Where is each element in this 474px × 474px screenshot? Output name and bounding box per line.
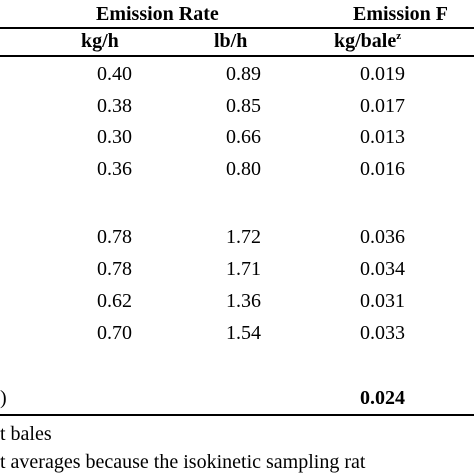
cell-kgbale: 0.019 bbox=[360, 63, 405, 85]
header-emission-factor: Emission F bbox=[353, 3, 449, 25]
footnote-1: t bales bbox=[0, 423, 52, 445]
cell-kgh: 0.30 bbox=[97, 126, 132, 148]
cell-kgbale: 0.013 bbox=[360, 126, 405, 148]
cell-kgh: 0.78 bbox=[97, 258, 132, 280]
cell-lbh: 0.85 bbox=[226, 95, 261, 117]
cell-lbh: 0.80 bbox=[226, 158, 261, 180]
unit-kg-per-bale: kg/balez bbox=[334, 30, 402, 52]
unit-kg-per-hour: kg/h bbox=[81, 30, 119, 52]
cell-kgh: 0.38 bbox=[97, 95, 132, 117]
header-emission-rate: Emission Rate bbox=[96, 3, 219, 25]
cell-kgh: 0.40 bbox=[97, 63, 132, 85]
cell-kgh: 0.62 bbox=[97, 290, 132, 312]
cell-lbh: 1.36 bbox=[226, 290, 261, 312]
cell-lbh: 0.89 bbox=[226, 63, 261, 85]
cell-kgh: 0.36 bbox=[97, 158, 132, 180]
cell-kgbale: 0.033 bbox=[360, 322, 405, 344]
cell-kgh: 0.78 bbox=[97, 226, 132, 248]
unit-lb-per-hour: lb/h bbox=[214, 30, 248, 52]
cell-lbh: 1.72 bbox=[226, 226, 261, 248]
cell-kgbale: 0.017 bbox=[360, 95, 405, 117]
cell-kgbale: 0.016 bbox=[360, 158, 405, 180]
cell-lbh: 1.71 bbox=[226, 258, 261, 280]
header-rule bbox=[0, 27, 474, 29]
units-rule bbox=[0, 55, 474, 57]
total-label-fragment: ) bbox=[0, 387, 7, 409]
cell-kgbale: 0.031 bbox=[360, 290, 405, 312]
cell-lbh: 0.66 bbox=[226, 126, 261, 148]
cell-kgh: 0.70 bbox=[97, 322, 132, 344]
cell-kgbale: 0.034 bbox=[360, 258, 405, 280]
footnote-2: t averages because the isokinetic sampli… bbox=[0, 451, 366, 473]
cell-lbh: 1.54 bbox=[226, 322, 261, 344]
bottom-rule bbox=[0, 414, 474, 416]
cell-kgbale: 0.036 bbox=[360, 226, 405, 248]
total-kgbale: 0.024 bbox=[360, 387, 405, 409]
